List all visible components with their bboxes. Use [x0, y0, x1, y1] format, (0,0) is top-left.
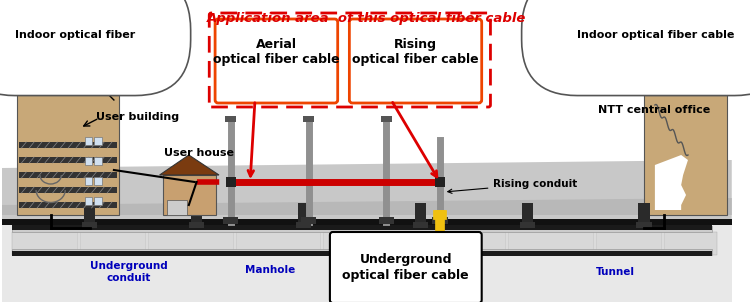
Bar: [19, 187, 117, 193]
Bar: [82, 222, 98, 228]
Bar: [225, 116, 236, 122]
Bar: [301, 217, 316, 224]
Bar: [226, 177, 236, 187]
Bar: [644, 95, 727, 215]
Polygon shape: [160, 155, 219, 175]
Bar: [19, 202, 117, 208]
Bar: [85, 137, 92, 145]
Bar: [94, 157, 102, 165]
Bar: [16, 90, 119, 215]
Bar: [415, 203, 426, 228]
Bar: [148, 232, 233, 255]
Bar: [189, 222, 205, 228]
Bar: [236, 232, 321, 255]
Bar: [19, 172, 117, 178]
Text: Aerial
optical fiber cable: Aerial optical fiber cable: [213, 38, 340, 66]
Bar: [664, 232, 717, 255]
Bar: [85, 157, 92, 165]
Polygon shape: [655, 155, 688, 210]
Bar: [432, 217, 448, 224]
Bar: [19, 142, 117, 148]
Bar: [508, 232, 593, 255]
Polygon shape: [2, 160, 732, 225]
FancyBboxPatch shape: [330, 232, 482, 302]
Bar: [323, 232, 419, 255]
Bar: [19, 157, 117, 163]
Text: Underground
optical fiber cable: Underground optical fiber cable: [343, 253, 469, 281]
Bar: [94, 197, 102, 205]
Bar: [80, 232, 146, 255]
Bar: [380, 116, 392, 122]
Text: User building: User building: [97, 112, 179, 122]
Polygon shape: [2, 198, 732, 215]
Bar: [421, 232, 506, 255]
Bar: [2, 225, 732, 302]
Bar: [12, 226, 712, 232]
Bar: [296, 222, 311, 228]
Bar: [94, 177, 102, 185]
Bar: [303, 116, 314, 122]
Text: Indoor optical fiber: Indoor optical fiber: [15, 30, 135, 40]
Bar: [2, 219, 732, 225]
Bar: [596, 232, 662, 255]
Bar: [413, 222, 428, 228]
Bar: [190, 203, 202, 228]
Bar: [435, 177, 445, 187]
Bar: [520, 222, 536, 228]
Bar: [12, 225, 712, 230]
Text: NTT central office: NTT central office: [598, 105, 710, 115]
Bar: [521, 203, 533, 228]
Bar: [85, 197, 92, 205]
Text: Tunnel: Tunnel: [596, 267, 634, 277]
Text: User house: User house: [164, 148, 235, 158]
Bar: [85, 177, 92, 185]
Bar: [12, 232, 78, 255]
Bar: [84, 203, 95, 228]
Text: Rising conduit: Rising conduit: [448, 179, 578, 193]
Text: Underground
conduit: Underground conduit: [89, 261, 167, 283]
Bar: [379, 217, 394, 224]
Bar: [163, 175, 216, 215]
Text: Application area  of this optical fiber cable: Application area of this optical fiber c…: [207, 12, 526, 25]
Bar: [12, 249, 712, 255]
Bar: [637, 222, 652, 228]
Bar: [94, 137, 102, 145]
Bar: [223, 217, 238, 224]
Bar: [298, 203, 310, 228]
Text: Manhole: Manhole: [245, 265, 296, 275]
Text: Rising
optical fiber cable: Rising optical fiber cable: [352, 38, 478, 66]
Text: Indoor optical fiber cable: Indoor optical fiber cable: [578, 30, 734, 40]
Bar: [638, 203, 650, 228]
Bar: [167, 200, 187, 215]
Bar: [12, 251, 712, 256]
